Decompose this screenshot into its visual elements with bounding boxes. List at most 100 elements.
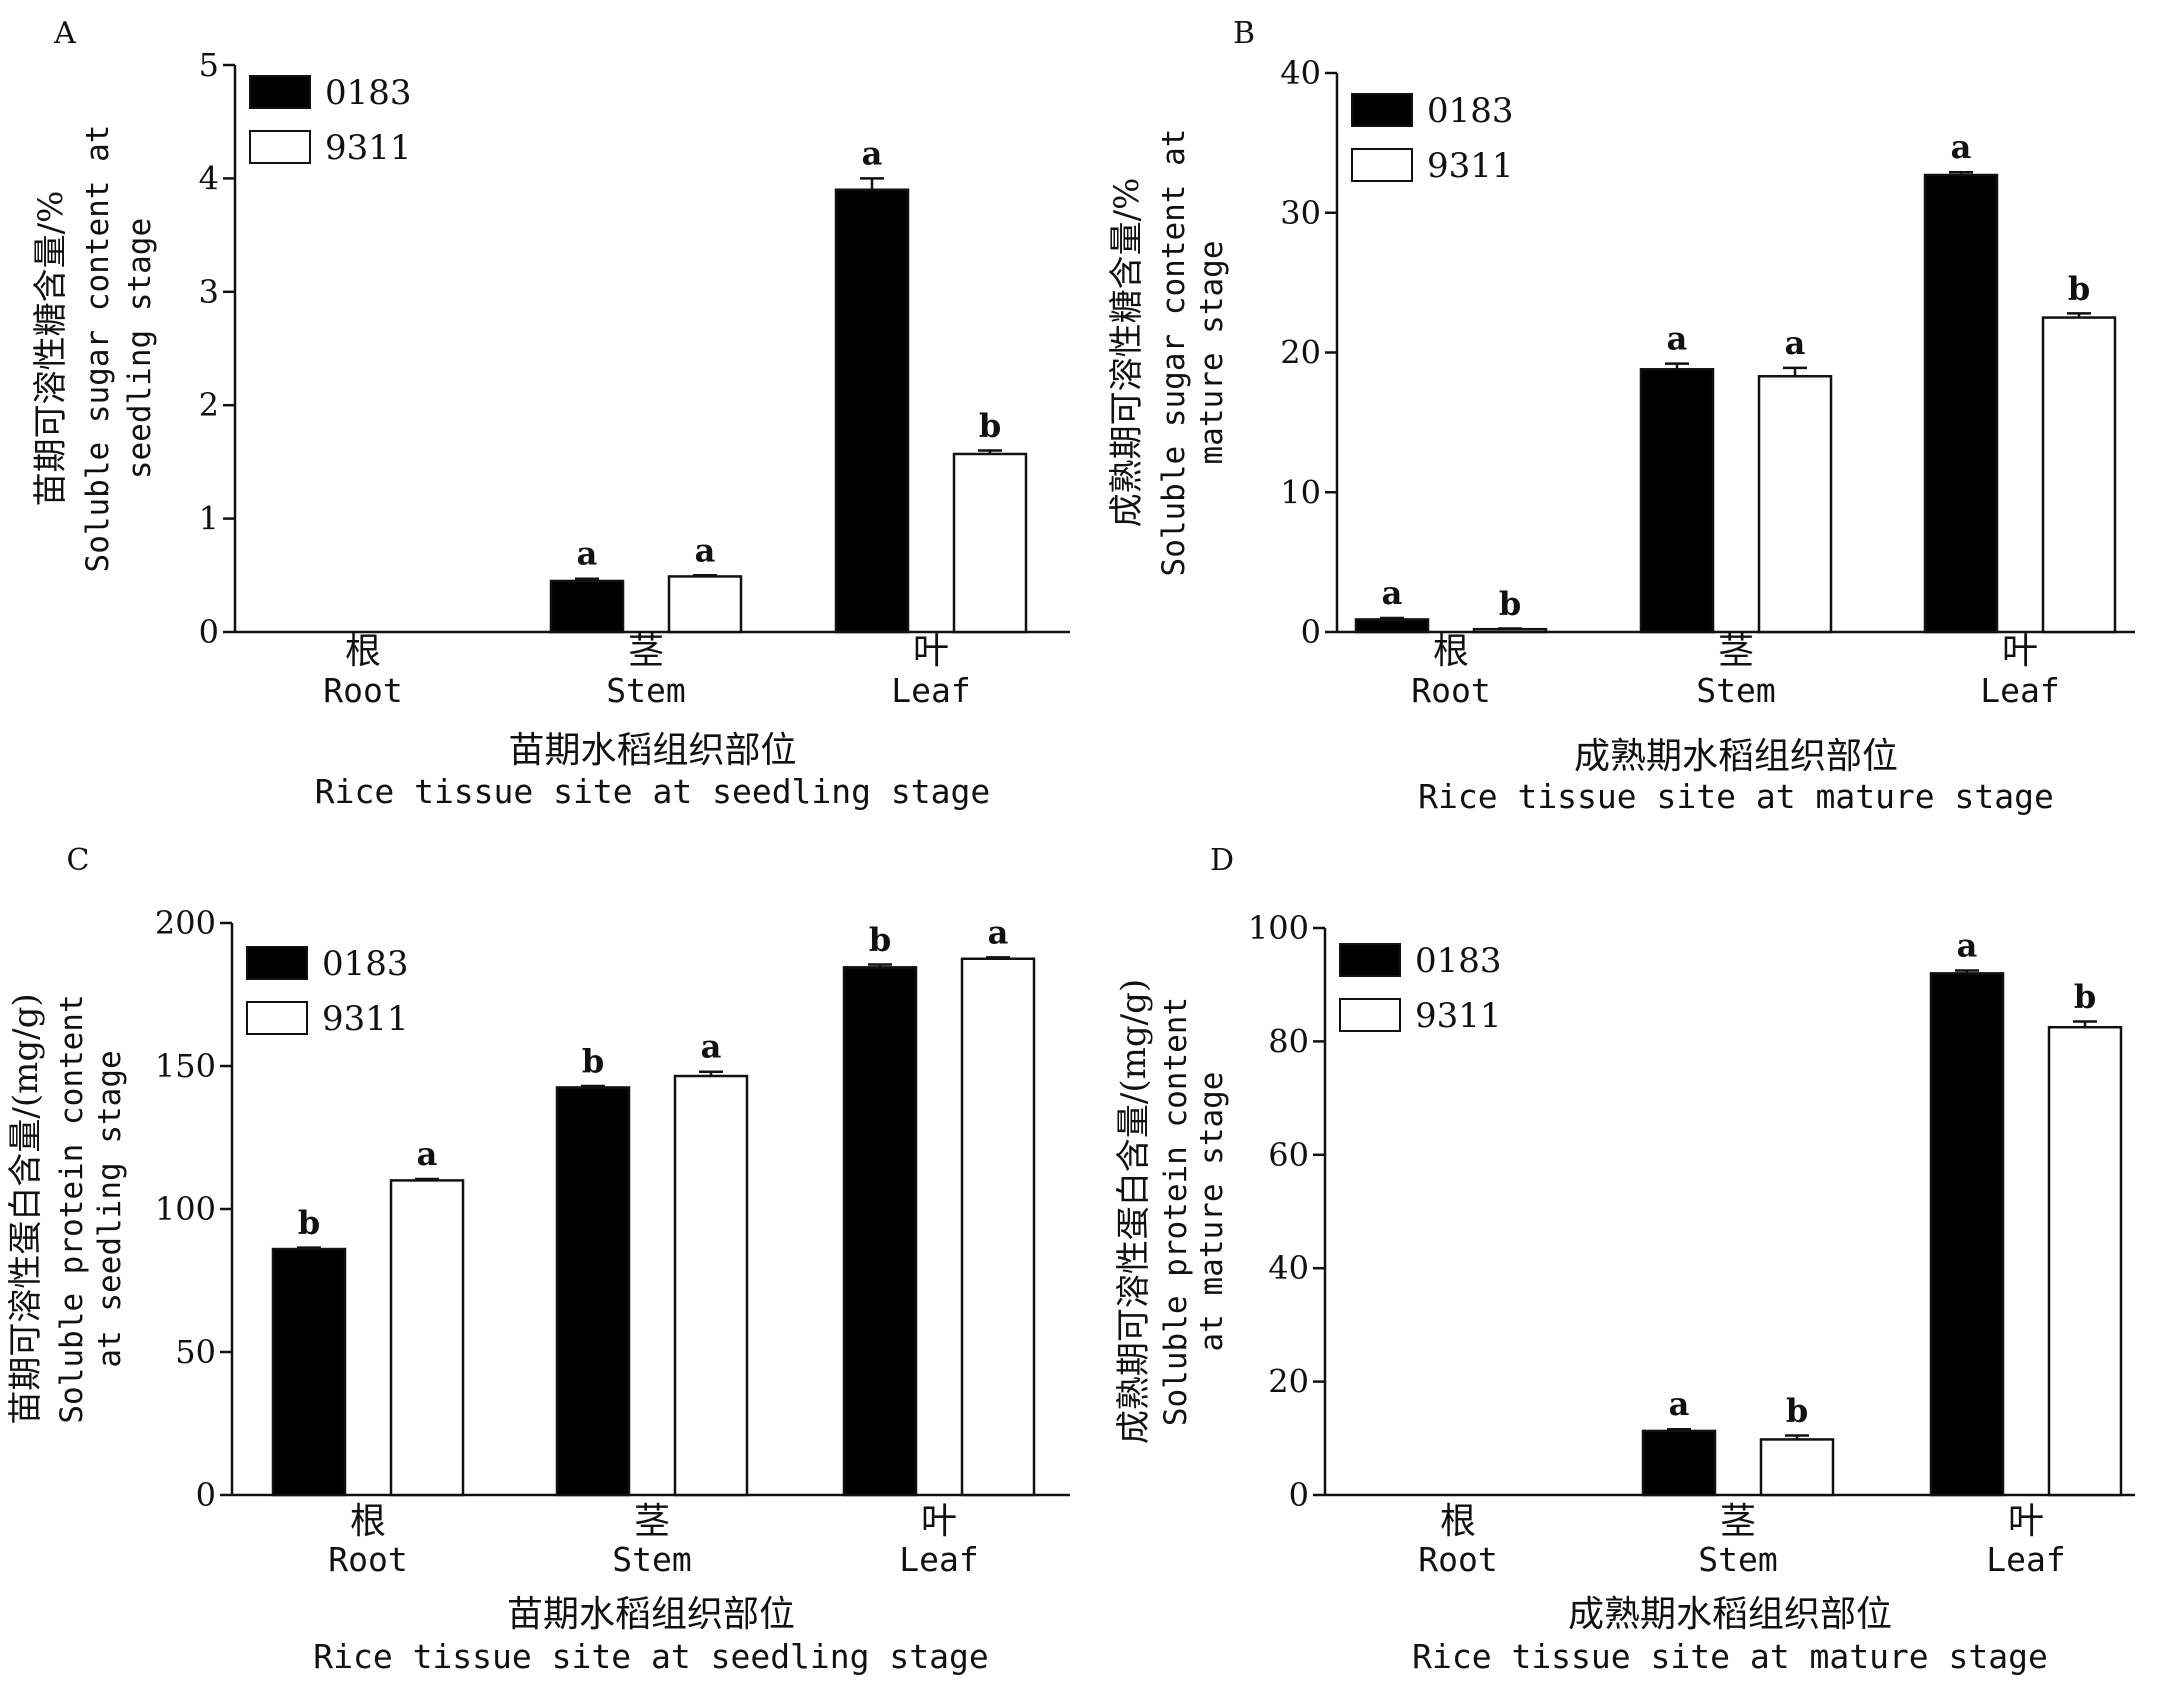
bar-0183-2 <box>1923 173 1999 634</box>
y-tick-label: 30 <box>1280 194 1321 232</box>
y-axis-title: Soluble protein content <box>1158 997 1194 1426</box>
y-tick-label: 150 <box>155 1047 216 1085</box>
chart-panel-d: D 0 20 40 60 80 100 成熟期可溶性蛋白含量/(mg/g) Soluble pr… <box>1114 843 2135 1676</box>
legend-label: 9311 <box>322 999 409 1039</box>
y-tick-label: 200 <box>155 904 216 942</box>
panel-letter: B <box>1233 16 1255 51</box>
y-tick-label: 40 <box>1280 54 1321 92</box>
legend-swatch-9311 <box>1339 998 1401 1032</box>
y-axis-title: Soluble sugar content at <box>1156 129 1192 577</box>
x-tick-label-en: Root <box>1418 1540 1497 1579</box>
bar-9311-1 <box>1757 375 1833 634</box>
x-axis-title-en: Rice tissue site at seedling stage <box>315 772 991 811</box>
bar-9311-2 <box>2047 1025 2123 1497</box>
legend-label: 0183 <box>325 73 412 113</box>
legend-swatch-0183 <box>246 946 308 980</box>
x-tick-label-cn: 叶 <box>921 1501 957 1542</box>
significance-letter: a <box>1951 128 1972 166</box>
significance-letter: a <box>695 531 716 569</box>
x-tick-label-en: Leaf <box>891 671 970 710</box>
x-tick-label-en: Stem <box>606 671 685 710</box>
significance-letter: a <box>577 535 598 573</box>
x-tick-label-en: Stem <box>1698 1540 1777 1579</box>
x-axis-title-en: Rice tissue site at seedling stage <box>313 1637 989 1676</box>
y-axis-title: 苗期可溶性糖含量/% <box>31 191 71 507</box>
bar-0183-1 <box>1639 368 1715 634</box>
legend-swatch-0183 <box>1339 943 1401 977</box>
x-tick-label-cn: 根 <box>1433 631 1469 672</box>
bar-0183-0 <box>271 1247 347 1497</box>
x-tick-label-en: Stem <box>612 1540 691 1579</box>
bar-0183-1 <box>549 579 625 634</box>
legend-swatch-0183 <box>1351 93 1413 127</box>
legend-label: 0183 <box>322 944 409 984</box>
y-axis-title: at mature stage <box>1194 1072 1230 1352</box>
bar-0183-1 <box>555 1086 631 1497</box>
legend-label: 9311 <box>1427 146 1514 186</box>
bar-9311-2 <box>960 957 1036 1497</box>
x-axis-title-cn: 苗期水稻组织部位 <box>508 730 796 771</box>
bar-9311-1 <box>673 1074 749 1497</box>
bar-9311-2 <box>952 452 1028 634</box>
significance-letter: a <box>1667 320 1688 358</box>
y-axis-title: seedling stage <box>122 218 158 479</box>
x-tick-label-cn: 叶 <box>2008 1501 2044 1542</box>
bar-9311-2 <box>2041 316 2117 634</box>
bar-9311-0 <box>389 1179 465 1497</box>
y-axis-title: 成熟期可溶性糖含量/% <box>1107 178 1147 528</box>
x-axis-title-cn: 成熟期水稻组织部位 <box>1574 736 1898 777</box>
bar-9311-1 <box>667 575 743 634</box>
significance-letter: b <box>979 407 1001 445</box>
x-tick-label-en: Root <box>328 1540 407 1579</box>
significance-letter: a <box>862 134 883 172</box>
y-tick-label: 60 <box>1268 1136 1309 1174</box>
x-tick-label-cn: 叶 <box>2002 631 2038 672</box>
chart-panel-a: A 0 1 2 3 4 5 苗期可溶性糖含量/% Soluble sugar content a… <box>31 16 1070 811</box>
legend-swatch-9311 <box>246 1001 308 1035</box>
panel-letter: D <box>1210 843 1234 878</box>
y-axis-title: mature stage <box>1194 241 1230 465</box>
x-tick-label-cn: 茎 <box>1718 631 1754 672</box>
y-tick-label: 2 <box>199 386 219 424</box>
y-tick-label: 0 <box>199 613 219 651</box>
significance-letter: a <box>1957 927 1978 965</box>
y-tick-label: 0 <box>196 1476 216 1514</box>
significance-letter: b <box>298 1204 320 1242</box>
legend-label: 9311 <box>1415 996 1502 1036</box>
y-tick-label: 100 <box>155 1190 216 1228</box>
x-tick-label-cn: 茎 <box>628 631 664 672</box>
x-axis-title-en: Rice tissue site at mature stage <box>1412 1637 2048 1676</box>
bar-9311-1 <box>1759 1438 1835 1497</box>
x-tick-label-cn: 茎 <box>634 1501 670 1542</box>
bar-0183-0 <box>1354 618 1430 634</box>
bar-0183-1 <box>1641 1429 1717 1497</box>
significance-letter: a <box>701 1028 722 1066</box>
y-tick-label: 0 <box>1289 1476 1309 1514</box>
significance-letter: a <box>1382 574 1403 612</box>
x-tick-label-en: Leaf <box>899 1540 978 1579</box>
significance-letter: b <box>2068 269 2090 307</box>
significance-letter: a <box>1669 1385 1690 1423</box>
x-tick-label-cn: 叶 <box>913 631 949 672</box>
x-tick-label-en: Root <box>323 671 402 710</box>
y-tick-label: 100 <box>1248 909 1309 947</box>
y-tick-label: 50 <box>175 1333 216 1371</box>
y-tick-label: 20 <box>1280 334 1321 372</box>
y-tick-label: 0 <box>1301 613 1321 651</box>
significance-letter: a <box>417 1135 438 1173</box>
y-axis-title: Soluble protein content <box>54 994 90 1423</box>
significance-letter: b <box>2074 978 2096 1016</box>
bar-0183-2 <box>842 966 918 1497</box>
significance-letter: a <box>1785 324 1806 362</box>
bar-0183-2 <box>834 188 910 634</box>
significance-letter: b <box>1499 585 1521 623</box>
x-tick-label-cn: 根 <box>350 1501 386 1542</box>
y-tick-label: 4 <box>199 159 219 197</box>
legend-swatch-0183 <box>249 75 311 109</box>
x-axis-title-en: Rice tissue site at mature stage <box>1418 777 2054 816</box>
x-tick-label-en: Leaf <box>1980 671 2059 710</box>
x-axis-title-cn: 成熟期水稻组织部位 <box>1568 1594 1892 1635</box>
legend-swatch-9311 <box>249 130 311 164</box>
y-tick-label: 5 <box>199 46 219 84</box>
significance-letter: b <box>582 1042 604 1080</box>
